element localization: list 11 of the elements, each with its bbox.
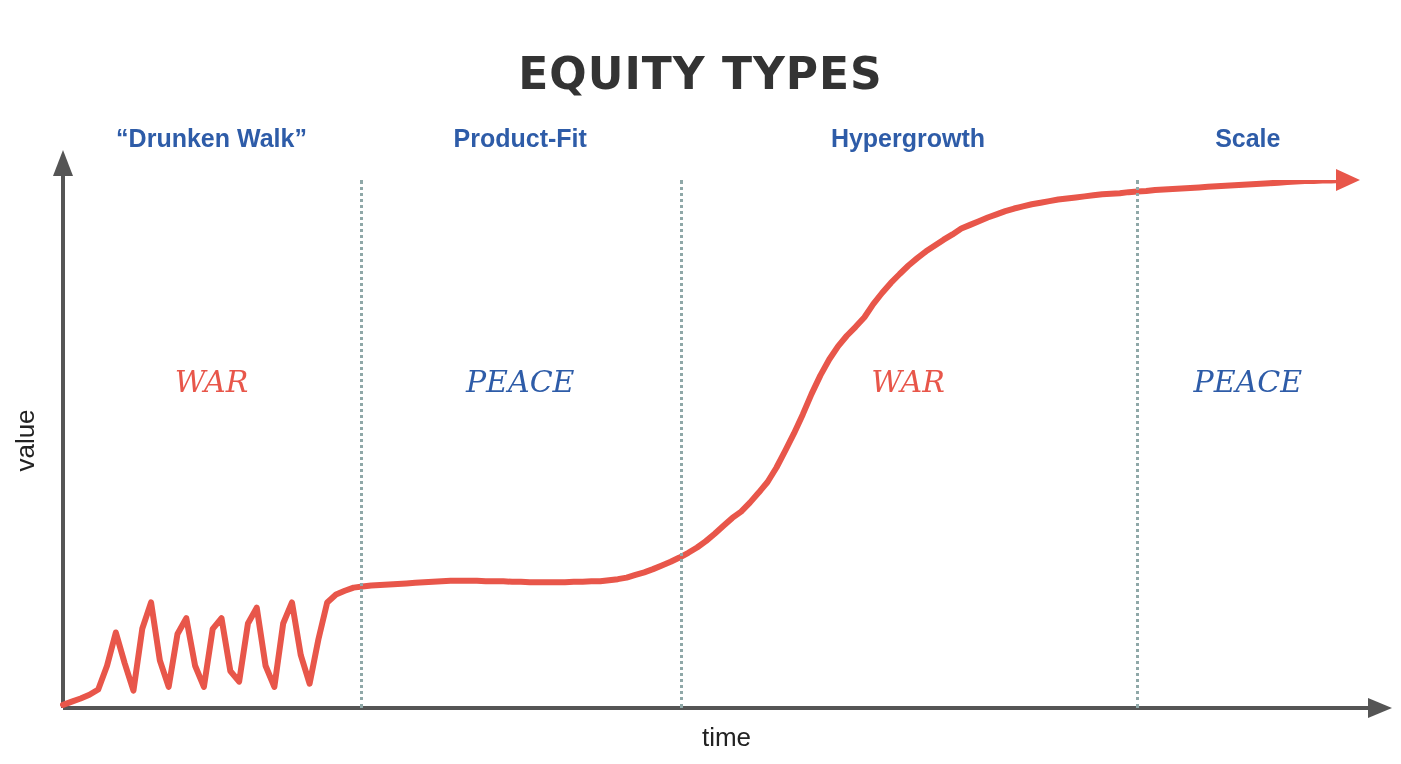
annotation: PEACE [465, 363, 575, 399]
chart-title: EQUITY TYPES [517, 48, 884, 99]
annotation: WAR [871, 363, 945, 399]
x-axis-title: time [700, 722, 753, 753]
text: Product-Fit [453, 123, 587, 153]
annotation: WAR [174, 363, 249, 399]
text: Hypergrowth [830, 123, 986, 153]
text: “Drunken Walk” [116, 123, 307, 153]
annotation: PEACE [1193, 363, 1303, 399]
text: Scale [1215, 123, 1281, 153]
y-axis-title: value [9, 409, 41, 472]
